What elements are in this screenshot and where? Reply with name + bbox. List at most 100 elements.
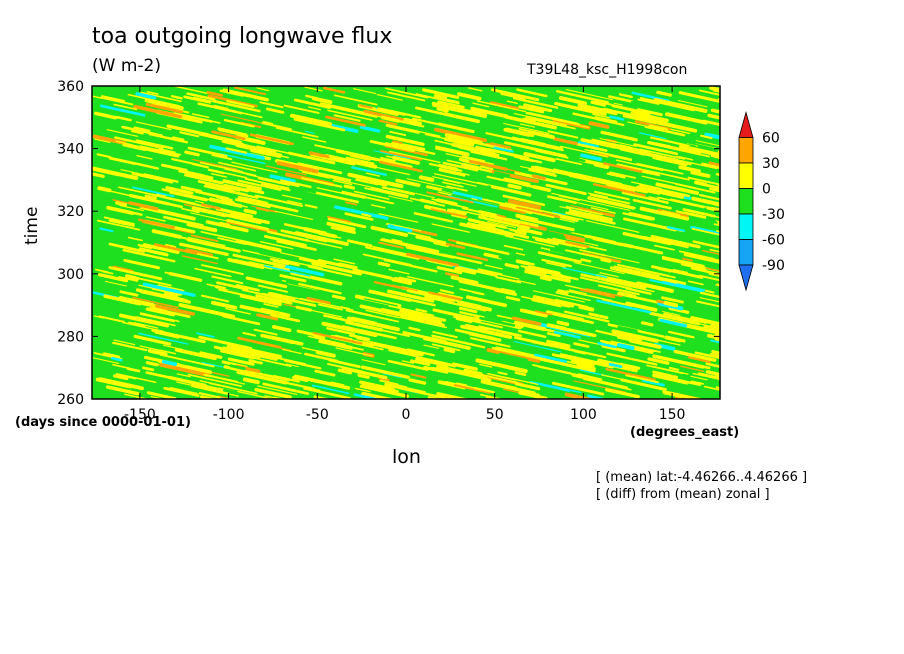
field-streak (293, 118, 346, 132)
field-streak (326, 221, 356, 232)
field-streak (176, 381, 216, 392)
field-streak (158, 148, 176, 154)
field-streak (586, 220, 640, 233)
field-streak (191, 206, 228, 218)
field-streak (706, 206, 718, 212)
field-streak (620, 242, 634, 249)
field-streak (314, 369, 336, 377)
field-streak (580, 258, 592, 263)
field-streak (551, 312, 595, 325)
field-streak (577, 103, 618, 116)
field-streak (477, 268, 503, 276)
field-streak (103, 294, 142, 306)
field-streak (369, 140, 415, 153)
field-streak (154, 331, 180, 339)
x-tick-label: -50 (306, 407, 329, 423)
field-streak (331, 294, 346, 301)
field-streak (551, 381, 605, 396)
field-streak (590, 201, 631, 211)
field-streak (113, 103, 138, 111)
field-streak (608, 95, 634, 103)
field-streak (133, 334, 172, 346)
field-streak (667, 226, 686, 232)
field-streak (469, 337, 503, 346)
field-streak (426, 191, 474, 204)
field-streak (196, 332, 215, 338)
field-streak (235, 284, 260, 292)
field-streak (401, 360, 415, 364)
field-streak (619, 147, 646, 156)
field-streak (351, 316, 378, 324)
field-streak (341, 190, 367, 199)
field-streak (376, 94, 403, 101)
field-streak (512, 97, 559, 109)
field-streak (209, 144, 265, 160)
field-streak (554, 101, 607, 116)
field-streak (127, 93, 181, 107)
field-streak (674, 183, 716, 194)
field-streak (647, 357, 670, 365)
field-streak (269, 174, 296, 183)
field-streak (585, 288, 623, 298)
field-streak (505, 296, 521, 302)
y-tick-label: 260 (57, 392, 84, 408)
field-streak (710, 153, 720, 159)
field-streak (392, 155, 420, 165)
field-streak (311, 173, 336, 180)
field-streak (514, 371, 527, 377)
field-streak (314, 386, 344, 395)
field-streak (279, 274, 307, 283)
field-streak (335, 149, 371, 160)
field-streak (684, 211, 707, 218)
field-streak (461, 155, 486, 163)
field-streak (549, 398, 554, 399)
field-streak (276, 239, 317, 251)
field-streak (231, 161, 278, 173)
field-streak (259, 240, 294, 250)
field-streak (648, 124, 668, 132)
field-streak (433, 241, 449, 248)
field-streak (367, 156, 413, 169)
field-streak (334, 334, 353, 340)
field-streak (698, 89, 720, 96)
field-streak (248, 359, 263, 365)
field-streak (222, 88, 269, 102)
field-streak (515, 213, 539, 222)
field-streak (243, 208, 257, 215)
field-streak (423, 344, 440, 349)
field-streak (132, 296, 179, 309)
field-streak (555, 158, 583, 166)
field-streak (211, 130, 246, 141)
field-streak (406, 178, 454, 190)
field-streak (187, 236, 226, 247)
field-streak (534, 353, 568, 363)
field-streak (257, 385, 298, 396)
field-streak (181, 255, 218, 265)
field-streak (102, 270, 114, 275)
field-streak (511, 316, 542, 326)
field-streak (517, 279, 536, 286)
field-streak (122, 142, 147, 152)
field-streak (257, 176, 300, 188)
field-streak (606, 183, 635, 193)
field-streak (370, 341, 424, 357)
field-streak (274, 210, 314, 220)
field-streak (181, 207, 200, 214)
field-streak (393, 224, 422, 232)
field-streak (463, 393, 482, 399)
field-streak (546, 332, 561, 338)
field-streak (202, 122, 245, 133)
field-streak (457, 300, 492, 312)
field-streak (355, 323, 410, 338)
field-streak (646, 364, 684, 375)
field-streak (145, 307, 176, 317)
field-streak (255, 294, 293, 305)
field-streak (237, 390, 276, 399)
field-streak (613, 102, 623, 106)
field-streak (92, 172, 105, 178)
field-streak (692, 372, 720, 381)
field-streak (142, 282, 196, 297)
field-streak (365, 172, 381, 177)
field-streak (639, 148, 686, 160)
